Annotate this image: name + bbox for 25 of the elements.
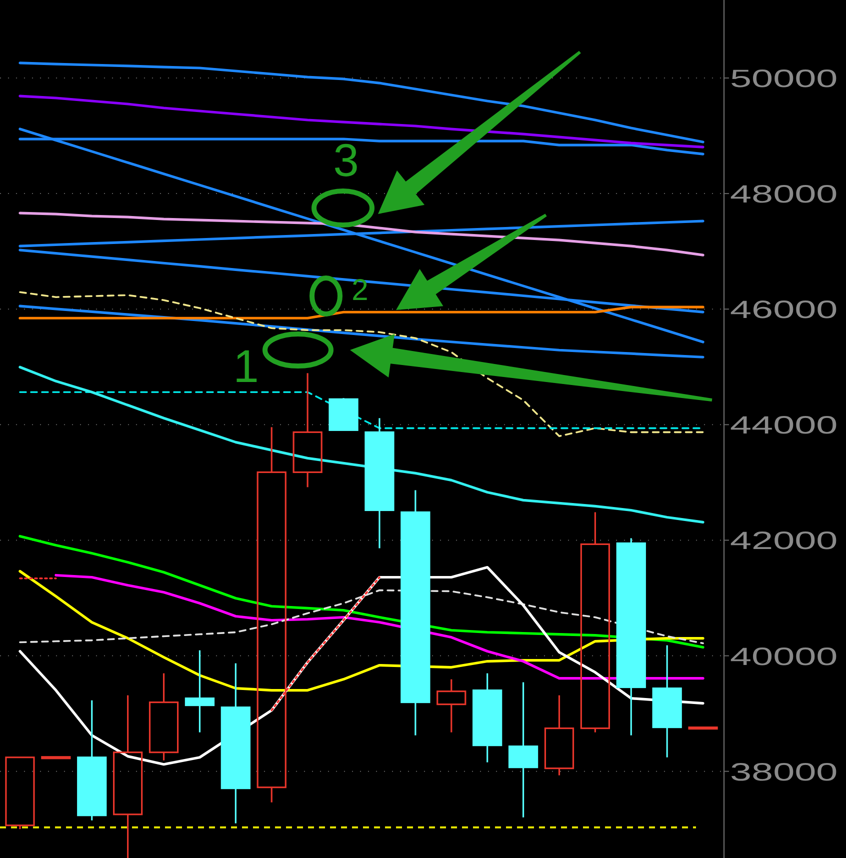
y-tick-label: 48000 (730, 180, 838, 208)
y-tick-label: 38000 (730, 757, 838, 786)
y-tick-label: 44000 (730, 410, 838, 440)
candlestick (400, 489, 430, 736)
y-tick-label: 50000 (730, 64, 838, 92)
candlestick (256, 426, 286, 804)
y-tick-label: 46000 (730, 295, 838, 324)
line-series (19, 589, 704, 644)
y-tick-label: 42000 (730, 526, 838, 555)
candlestick (472, 672, 502, 764)
candlestick (113, 694, 143, 858)
candlestick (652, 644, 682, 758)
candlestick (436, 678, 466, 734)
candlestick (292, 372, 322, 488)
line-series (18, 62, 704, 144)
line-series (18, 128, 704, 344)
annotation: 1 (233, 340, 259, 392)
candlestick (184, 649, 215, 734)
y-tick-label: 40000 (730, 642, 838, 670)
candlestick (220, 662, 250, 824)
candlestick (508, 682, 538, 818)
candlestick (364, 417, 394, 550)
candlestick (688, 726, 718, 730)
annotation: 3 (333, 134, 359, 186)
annotation: 2 (352, 274, 368, 307)
